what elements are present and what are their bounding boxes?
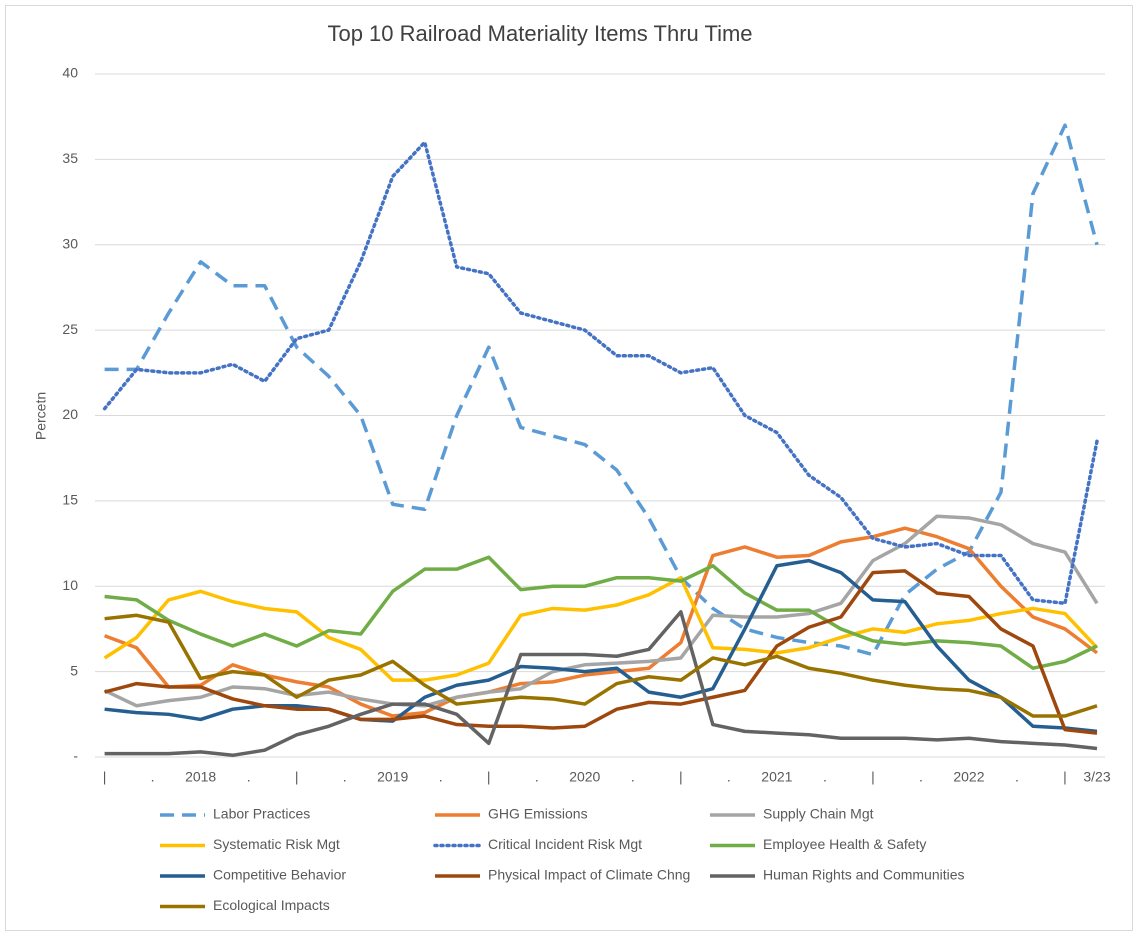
y-axis-label: Percetn <box>33 392 49 440</box>
y-tick-label: 35 <box>62 150 78 166</box>
x-tick-label: . <box>439 769 443 785</box>
x-tick-label: | <box>871 769 875 785</box>
y-tick-label: 10 <box>62 577 78 593</box>
x-tick-label: 2021 <box>761 769 792 785</box>
x-tick-label: . <box>151 769 155 785</box>
plot <box>102 123 1099 758</box>
legend-label: Labor Practices <box>213 806 310 822</box>
series-line <box>104 123 1099 657</box>
x-tick-label: | <box>103 769 107 785</box>
y-tick-label: 20 <box>62 406 78 422</box>
x-tick-label: 2022 <box>953 769 984 785</box>
x-tick-label: . <box>247 769 251 785</box>
legend-label: Employee Health & Safety <box>763 836 926 852</box>
series-line <box>103 575 1099 682</box>
legend-label: Ecological Impacts <box>213 897 330 913</box>
x-tick-label: 3/23 <box>1083 769 1110 785</box>
series-line <box>104 613 1098 718</box>
y-tick-label: 5 <box>70 662 78 678</box>
x-tick-label: . <box>631 769 635 785</box>
x-tick-label: . <box>1015 769 1019 785</box>
series-line <box>103 514 1099 708</box>
x-tick-label: . <box>343 769 347 785</box>
x-tick-label: | <box>679 769 683 785</box>
legend-label: Systematic Risk Mgt <box>213 836 340 852</box>
legend-label: Competitive Behavior <box>213 867 346 883</box>
legend-label: Critical Incident Risk Mgt <box>488 836 642 852</box>
series-line <box>102 140 1099 606</box>
x-tick-label: 2019 <box>377 769 408 785</box>
series-line <box>103 526 1099 718</box>
grid: - 5 10 15 20 25 30 35 40 |. 2018. |. 2019. |. 2020. |. 2… <box>62 65 1110 785</box>
x-tick-label: 2018 <box>185 769 216 785</box>
y-tick-label: 15 <box>62 492 78 508</box>
x-tick-label: . <box>535 769 539 785</box>
y-tick-label: 30 <box>62 235 78 251</box>
x-tick-label: . <box>919 769 923 785</box>
series-line <box>104 610 1098 758</box>
legend-label: Supply Chain Mgt <box>763 806 874 822</box>
legend: Labor Practices GHG Emissions Supply Chain… <box>160 806 965 913</box>
x-tick-label: | <box>1063 769 1067 785</box>
legend-label: Physical Impact of Climate Chng <box>488 867 690 883</box>
x-tick-label: . <box>727 769 731 785</box>
y-tick-label: 40 <box>62 65 78 81</box>
series-line <box>104 569 1098 735</box>
legend-label: GHG Emissions <box>488 806 588 822</box>
y-tick-label: - <box>73 748 78 764</box>
chart-title: Top 10 Railroad Materiality Items Thru T… <box>327 21 752 46</box>
chart-border <box>5 5 1133 931</box>
x-tick-label: . <box>823 769 827 785</box>
x-tick-label: | <box>295 769 299 785</box>
y-tick-label: 25 <box>62 321 78 337</box>
x-tick-label: 2020 <box>569 769 600 785</box>
legend-label: Human Rights and Communities <box>763 867 965 883</box>
x-tick-label: | <box>487 769 491 785</box>
